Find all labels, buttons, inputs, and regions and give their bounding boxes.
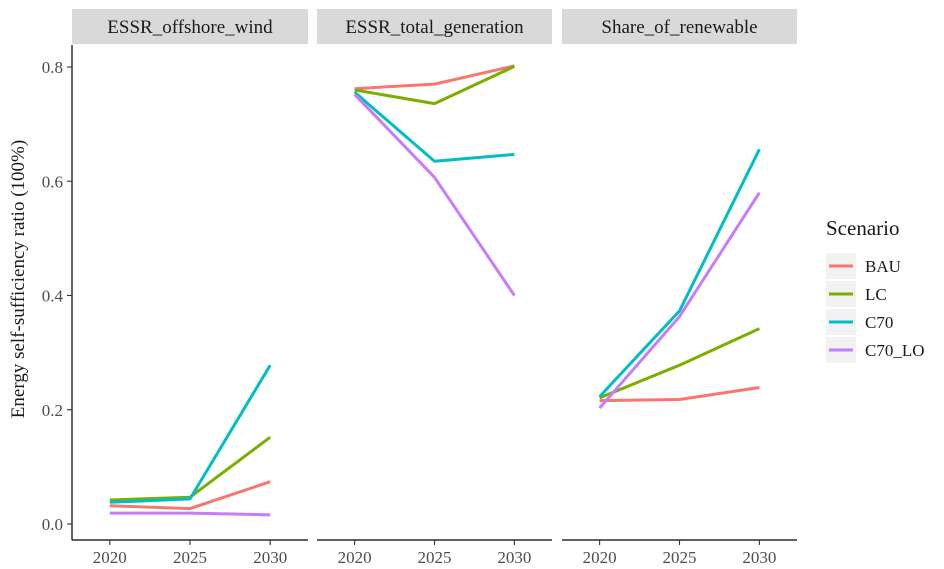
panel-strip — [562, 9, 797, 44]
x-tick-label: 2025 — [173, 548, 207, 567]
panel-strip — [72, 9, 308, 44]
series-line-LC — [354, 65, 516, 106]
y-tick-label: 0.2 — [42, 401, 63, 420]
panel-ESSR_offshore_wind: ESSR_offshore_wind 0.0 0.2 0.4 0.6 0.8 2020 202… — [42, 9, 308, 567]
series-line-C70_LO — [353, 93, 516, 297]
y-tick-label: 0.8 — [42, 58, 63, 77]
series-line-C70_LO — [109, 511, 271, 517]
y-tick-label: 0.6 — [42, 172, 63, 191]
legend-title: Scenario — [826, 216, 899, 240]
panel-title: ESSR_total_generation — [345, 17, 524, 38]
series-line-C70 — [109, 364, 272, 504]
x-tick-label: 2030 — [497, 548, 531, 567]
panel-title: Share_of_renewable — [601, 17, 757, 38]
y-axis-title: Energy self-sufficiency ratio (100%) — [8, 140, 29, 418]
series-line-LC — [599, 327, 761, 400]
legend: Scenario BAU LC C70 C70_LO — [826, 216, 925, 363]
legend-label: C70 — [865, 313, 893, 332]
x-tick-label: 2020 — [583, 548, 617, 567]
panel-title: ESSR_offshore_wind — [107, 17, 273, 38]
x-tick-label: 2030 — [253, 548, 287, 567]
legend-item: C70_LO — [826, 337, 925, 363]
series-line-BAU — [109, 480, 271, 511]
legend-label: C70_LO — [865, 341, 925, 360]
series-line-BAU — [599, 386, 760, 403]
x-tick-label: 2020 — [93, 548, 127, 567]
x-tick-label: 2025 — [663, 548, 697, 567]
panels: ESSR_offshore_wind 0.0 0.2 0.4 0.6 0.8 2020 202… — [42, 9, 797, 567]
x-tick-label: 2025 — [418, 548, 452, 567]
panel-strip — [317, 9, 552, 44]
legend-item: LC — [826, 281, 887, 307]
legend-label: LC — [865, 285, 887, 304]
series-line-BAU — [354, 64, 515, 91]
panel-Share_of_renewable: Share_of_renewable 2020 2025 2030 — [562, 9, 797, 567]
y-tick-label: 0.0 — [42, 515, 63, 534]
legend-item: BAU — [826, 253, 901, 279]
series-line-C70 — [353, 90, 515, 163]
legend-label: BAU — [865, 257, 901, 276]
legend-item: C70 — [826, 309, 893, 335]
x-tick-label: 2030 — [742, 548, 776, 567]
series-line-C70 — [598, 148, 761, 398]
series-line-C70_LO — [598, 191, 761, 409]
panel-ESSR_total_generation: ESSR_total_generation 2020 2025 2030 — [317, 9, 552, 567]
x-tick-label: 2020 — [338, 548, 372, 567]
y-tick-label: 0.4 — [42, 287, 64, 306]
